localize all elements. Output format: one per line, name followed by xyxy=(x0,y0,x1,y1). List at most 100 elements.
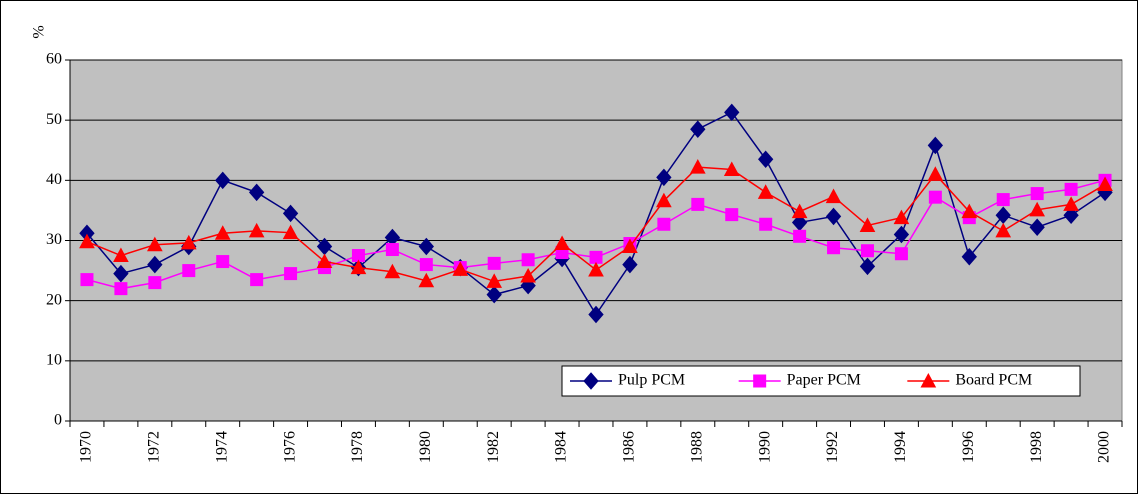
x-tick-label: 1970 xyxy=(78,431,95,463)
triangle-marker xyxy=(588,261,604,277)
triangle-marker xyxy=(248,222,265,238)
legend: Pulp PCM Paper PCM Board PCM xyxy=(561,365,1081,397)
triangle-marker xyxy=(656,192,672,208)
diamond-marker xyxy=(758,150,774,169)
triangle-marker xyxy=(1063,196,1079,211)
legend-label: Paper PCM xyxy=(787,372,861,389)
square-marker xyxy=(419,258,433,272)
triangle-marker xyxy=(282,224,299,240)
triangle-marker xyxy=(180,234,197,250)
square-marker xyxy=(114,282,128,296)
square-marker xyxy=(216,255,230,269)
diamond-marker xyxy=(859,257,876,276)
square-marker xyxy=(827,241,841,255)
triangle-marker xyxy=(1029,201,1045,217)
diamond-marker xyxy=(961,247,977,266)
square-marker xyxy=(521,253,535,267)
square-marker xyxy=(996,193,1010,207)
square-marker xyxy=(928,190,942,204)
square-marker xyxy=(1064,182,1078,196)
triangle-marker xyxy=(723,161,740,177)
triangle-marker xyxy=(927,166,944,181)
x-tick-label: 1972 xyxy=(146,431,163,463)
x-tick-label: 1996 xyxy=(960,431,977,463)
diamond-marker xyxy=(418,237,434,256)
x-tick-label: 1998 xyxy=(1028,431,1045,463)
x-tick-label: 1982 xyxy=(485,431,502,463)
x-tick-label: 1984 xyxy=(553,431,570,463)
x-tick-label: 1974 xyxy=(213,431,230,463)
triangle-marker xyxy=(554,235,570,251)
diamond-marker xyxy=(282,204,299,223)
square-marker xyxy=(250,273,264,287)
triangle-marker xyxy=(995,222,1012,238)
triangle-marker xyxy=(689,159,706,174)
y-tick-label: 50 xyxy=(46,111,62,128)
triangle-marker xyxy=(79,233,95,249)
diamond-marker xyxy=(1063,206,1079,224)
triangle-marker xyxy=(622,238,638,254)
triangle-marker xyxy=(452,261,469,276)
diamond-marker xyxy=(690,120,706,138)
square-marker xyxy=(1030,187,1044,201)
square-marker xyxy=(385,243,399,257)
square-marker xyxy=(759,217,773,231)
x-tick-label: 1992 xyxy=(824,431,841,463)
x-tick-label: 1978 xyxy=(349,431,366,463)
legend-box xyxy=(561,365,1081,397)
triangle-marker xyxy=(859,217,876,232)
diamond-marker xyxy=(893,225,910,244)
diamond-marker xyxy=(486,285,502,304)
diamond-marker xyxy=(588,305,604,324)
square-marker xyxy=(148,276,162,290)
y-tick-label: 60 xyxy=(46,51,62,68)
triangle-marker xyxy=(825,188,842,204)
x-tick-label: 1988 xyxy=(688,431,705,463)
square-marker xyxy=(589,250,603,264)
x-tick-label: 2000 xyxy=(1096,431,1113,463)
diamond-marker xyxy=(724,103,740,122)
triangle-marker xyxy=(520,267,536,283)
square-marker xyxy=(753,374,767,388)
diamond-marker xyxy=(825,207,842,226)
square-marker xyxy=(691,197,705,211)
y-tick-label: 40 xyxy=(46,171,62,188)
triangle-marker xyxy=(113,247,129,263)
x-tick-label: 1986 xyxy=(621,431,638,463)
triangle-marker xyxy=(791,203,808,219)
triangle-marker xyxy=(757,184,774,199)
x-tick-label: 1990 xyxy=(756,431,773,463)
triangle-marker xyxy=(418,272,435,288)
diamond-marker xyxy=(113,264,129,283)
square-marker xyxy=(487,256,501,270)
diamond-marker xyxy=(1029,218,1045,237)
legend-label: Pulp PCM xyxy=(618,372,685,389)
triangle-marker xyxy=(316,253,333,269)
diamond-marker xyxy=(147,255,163,274)
square-marker xyxy=(725,208,739,222)
triangle-marker xyxy=(1097,176,1113,192)
triangle-marker xyxy=(961,203,978,219)
diamond-marker xyxy=(622,255,638,274)
diamond-marker xyxy=(927,136,944,155)
diamond-marker xyxy=(583,372,599,390)
triangle-marker xyxy=(147,236,163,252)
square-marker xyxy=(793,229,807,243)
square-marker xyxy=(80,273,94,287)
triangle-marker xyxy=(350,259,367,275)
x-tick-label: 1994 xyxy=(892,431,909,463)
triangle-marker xyxy=(214,225,231,240)
triangle-marker xyxy=(893,209,910,225)
x-tick-label: 1976 xyxy=(281,431,298,463)
y-tick-label: 20 xyxy=(46,291,62,308)
square-marker xyxy=(284,267,298,281)
diamond-marker xyxy=(656,168,672,187)
diamond-marker xyxy=(248,183,265,202)
square-marker xyxy=(182,264,196,278)
triangle-marker xyxy=(920,372,937,388)
square-marker xyxy=(657,217,671,231)
square-marker xyxy=(860,244,874,258)
triangle-marker xyxy=(384,263,401,279)
triangle-marker xyxy=(486,273,503,288)
square-marker xyxy=(894,247,908,261)
